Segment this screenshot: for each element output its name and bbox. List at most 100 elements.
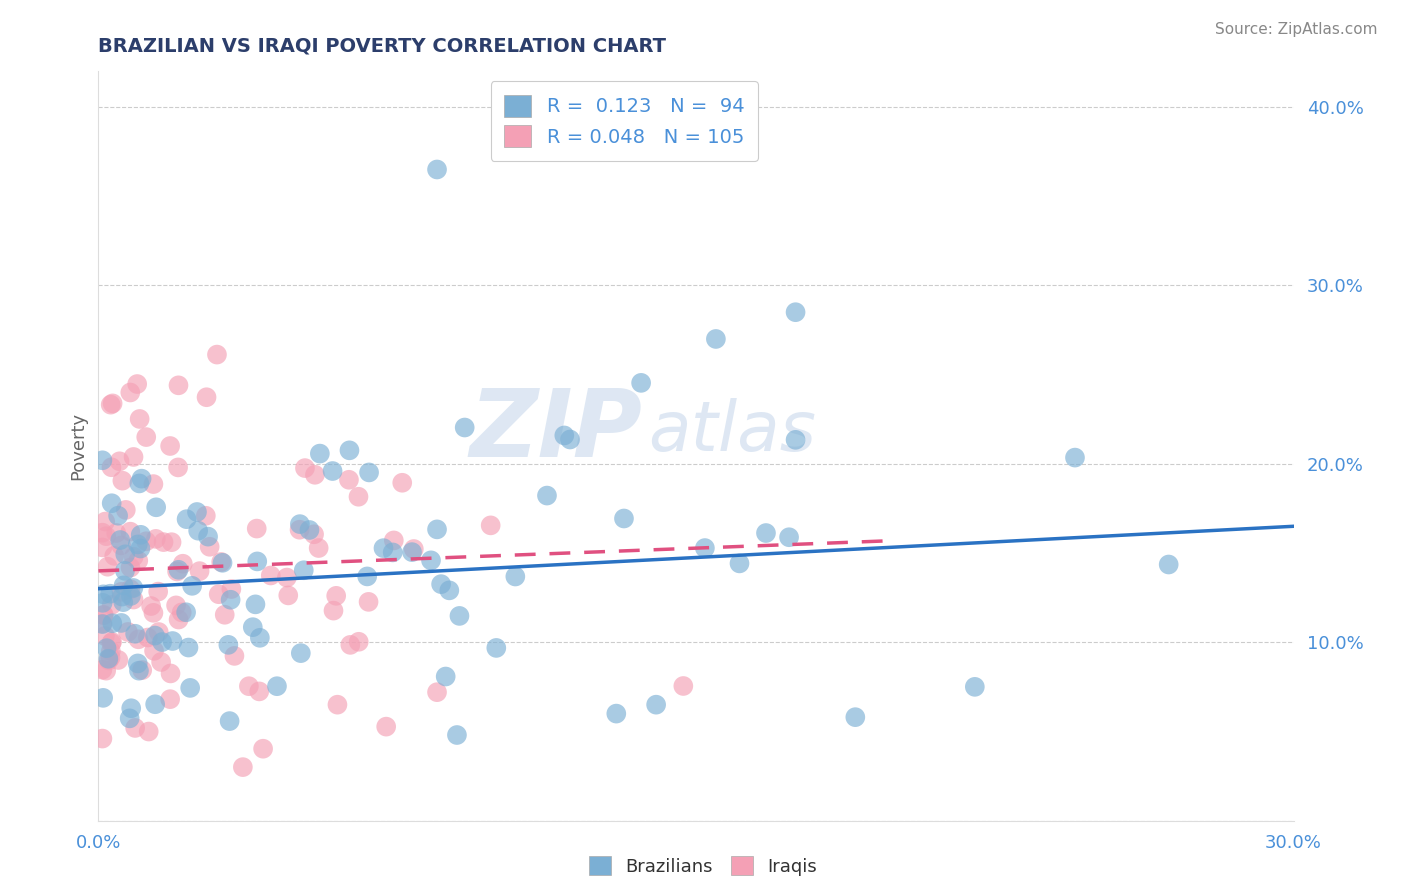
Point [107, 508, 129, 523]
Point [337, 473, 360, 487]
Point [181, 579, 204, 593]
Point [294, 461, 316, 475]
Point [288, 517, 311, 532]
Point [844, 710, 866, 724]
Point [135, 430, 157, 444]
Text: BRAZILIAN VS IRAQI POVERTY CORRELATION CHART: BRAZILIAN VS IRAQI POVERTY CORRELATION C… [98, 37, 666, 56]
Point [359, 466, 381, 480]
Point [205, 348, 228, 362]
Point [100, 398, 122, 412]
Point [101, 396, 124, 410]
Point [728, 557, 751, 571]
Point [101, 616, 124, 631]
Point [131, 472, 153, 486]
Point [430, 577, 453, 591]
Point [100, 496, 122, 510]
Point [152, 535, 174, 549]
Y-axis label: Poverty: Poverty [69, 412, 87, 480]
Point [128, 412, 150, 426]
Point [176, 512, 198, 526]
Point [382, 533, 405, 548]
Point [401, 545, 423, 559]
Point [110, 615, 132, 630]
Point [246, 554, 269, 568]
Point [165, 599, 187, 613]
Point [93, 608, 115, 623]
Point [167, 563, 190, 577]
Point [214, 607, 236, 622]
Point [91, 731, 114, 746]
Point [128, 476, 150, 491]
Point [288, 523, 311, 537]
Point [439, 583, 461, 598]
Point [139, 599, 162, 613]
Point [110, 538, 132, 552]
Point [217, 638, 239, 652]
Point [347, 634, 370, 648]
Point [172, 557, 194, 571]
Point [1064, 450, 1087, 465]
Point [97, 559, 120, 574]
Point [120, 582, 142, 597]
Point [91, 453, 114, 467]
Point [103, 549, 125, 563]
Point [195, 390, 218, 404]
Point [209, 555, 232, 569]
Point [120, 589, 142, 603]
Point [150, 635, 173, 649]
Point [290, 646, 312, 660]
Point [536, 489, 558, 503]
Point [325, 589, 347, 603]
Point [434, 669, 457, 683]
Point [174, 605, 197, 619]
Point [167, 460, 190, 475]
Point [160, 535, 183, 549]
Point [167, 613, 190, 627]
Point [485, 640, 508, 655]
Point [124, 721, 146, 735]
Point [302, 527, 325, 541]
Point [755, 526, 778, 541]
Point [785, 305, 807, 319]
Point [111, 590, 134, 604]
Point [322, 464, 344, 478]
Point [105, 526, 128, 541]
Point [391, 475, 413, 490]
Point [1157, 558, 1180, 572]
Point [91, 596, 114, 610]
Point [454, 420, 477, 434]
Point [704, 332, 727, 346]
Point [136, 631, 159, 645]
Point [111, 474, 134, 488]
Point [373, 541, 395, 556]
Point [94, 629, 117, 643]
Point [108, 533, 131, 547]
Point [558, 433, 581, 447]
Point [128, 664, 150, 678]
Point [120, 385, 142, 400]
Point [375, 720, 398, 734]
Point [148, 584, 170, 599]
Text: atlas: atlas [648, 398, 815, 465]
Point [208, 587, 231, 601]
Point [339, 638, 361, 652]
Point [117, 624, 139, 639]
Point [613, 511, 636, 525]
Point [238, 679, 260, 693]
Point [219, 592, 242, 607]
Point [277, 589, 299, 603]
Point [107, 653, 129, 667]
Point [100, 644, 122, 658]
Point [138, 724, 160, 739]
Point [605, 706, 627, 721]
Point [142, 606, 165, 620]
Point [402, 541, 425, 556]
Point [129, 528, 152, 542]
Point [91, 616, 114, 631]
Point [194, 508, 217, 523]
Point [96, 664, 118, 678]
Point [120, 524, 142, 539]
Point [246, 522, 269, 536]
Point [159, 439, 181, 453]
Text: ZIP: ZIP [470, 385, 643, 477]
